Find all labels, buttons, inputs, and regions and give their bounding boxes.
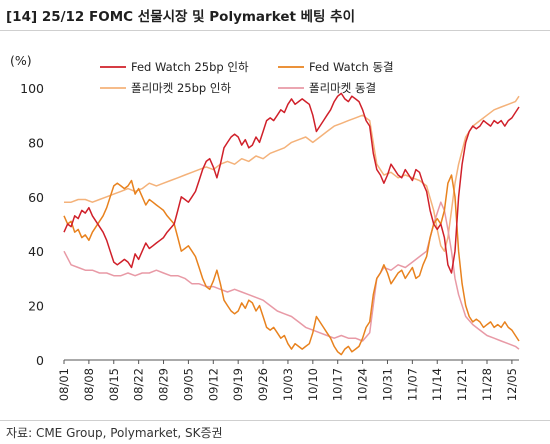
y-tick-label: 80 bbox=[28, 135, 44, 150]
x-tick-label: 10/17 bbox=[331, 368, 345, 401]
x-tick-label: 08/08 bbox=[82, 368, 96, 401]
x-tick-label: 11/28 bbox=[480, 368, 494, 401]
y-ticks: 0 20 40 60 80 100 bbox=[20, 81, 44, 368]
x-tick-label: 09/05 bbox=[181, 368, 195, 401]
x-tick-label: 08/29 bbox=[157, 368, 171, 401]
bottom-divider bbox=[0, 420, 550, 421]
legend-entry: Fed Watch 동결 bbox=[309, 60, 394, 74]
x-tick-label: 10/03 bbox=[281, 368, 295, 401]
legend-entry: 폴리마켓 동결 bbox=[309, 81, 376, 95]
top-divider bbox=[0, 30, 550, 31]
x-tick-label: 08/22 bbox=[132, 368, 146, 401]
series-line bbox=[63, 201, 520, 350]
y-tick-label: 0 bbox=[36, 353, 44, 368]
source-note: 자료: CME Group, Polymarket, SK증권 bbox=[6, 426, 223, 440]
x-tick-label: 12/05 bbox=[505, 368, 519, 401]
x-tick-label: 08/01 bbox=[57, 368, 71, 401]
x-tick-label: 11/21 bbox=[455, 368, 469, 401]
x-ticks: 08/01 08/08 08/15 08/22 08/29 09/05 09/12 09/19… bbox=[57, 360, 519, 401]
series-line bbox=[63, 92, 520, 274]
x-tick-label: 09/19 bbox=[231, 368, 245, 401]
x-tick-label: 11/07 bbox=[405, 368, 419, 401]
series-lines bbox=[63, 92, 520, 356]
legend-entry: 폴리마켓 25bp 인하 bbox=[131, 81, 231, 95]
page-title: [14] 25/12 FOMC 선물시장 및 Polymarket 베팅 추이 bbox=[6, 9, 356, 25]
x-tick-label: 10/24 bbox=[356, 368, 370, 401]
y-axis-label: (%) bbox=[10, 53, 32, 68]
y-tick-label: 20 bbox=[28, 299, 44, 314]
y-tick-label: 40 bbox=[28, 244, 44, 259]
x-tick-label: 08/15 bbox=[107, 368, 121, 401]
x-tick-label: 09/12 bbox=[206, 368, 220, 401]
x-tick-label: 10/31 bbox=[380, 368, 394, 401]
y-tick-label: 100 bbox=[20, 81, 44, 96]
y-tick-label: 60 bbox=[28, 190, 44, 205]
x-tick-label: 10/10 bbox=[306, 368, 320, 401]
legend-entry: Fed Watch 25bp 인하 bbox=[131, 60, 249, 74]
x-tick-label: 11/14 bbox=[430, 368, 444, 401]
series-line bbox=[64, 95, 520, 252]
x-tick-label: 09/26 bbox=[256, 368, 270, 401]
series-line bbox=[63, 174, 520, 356]
